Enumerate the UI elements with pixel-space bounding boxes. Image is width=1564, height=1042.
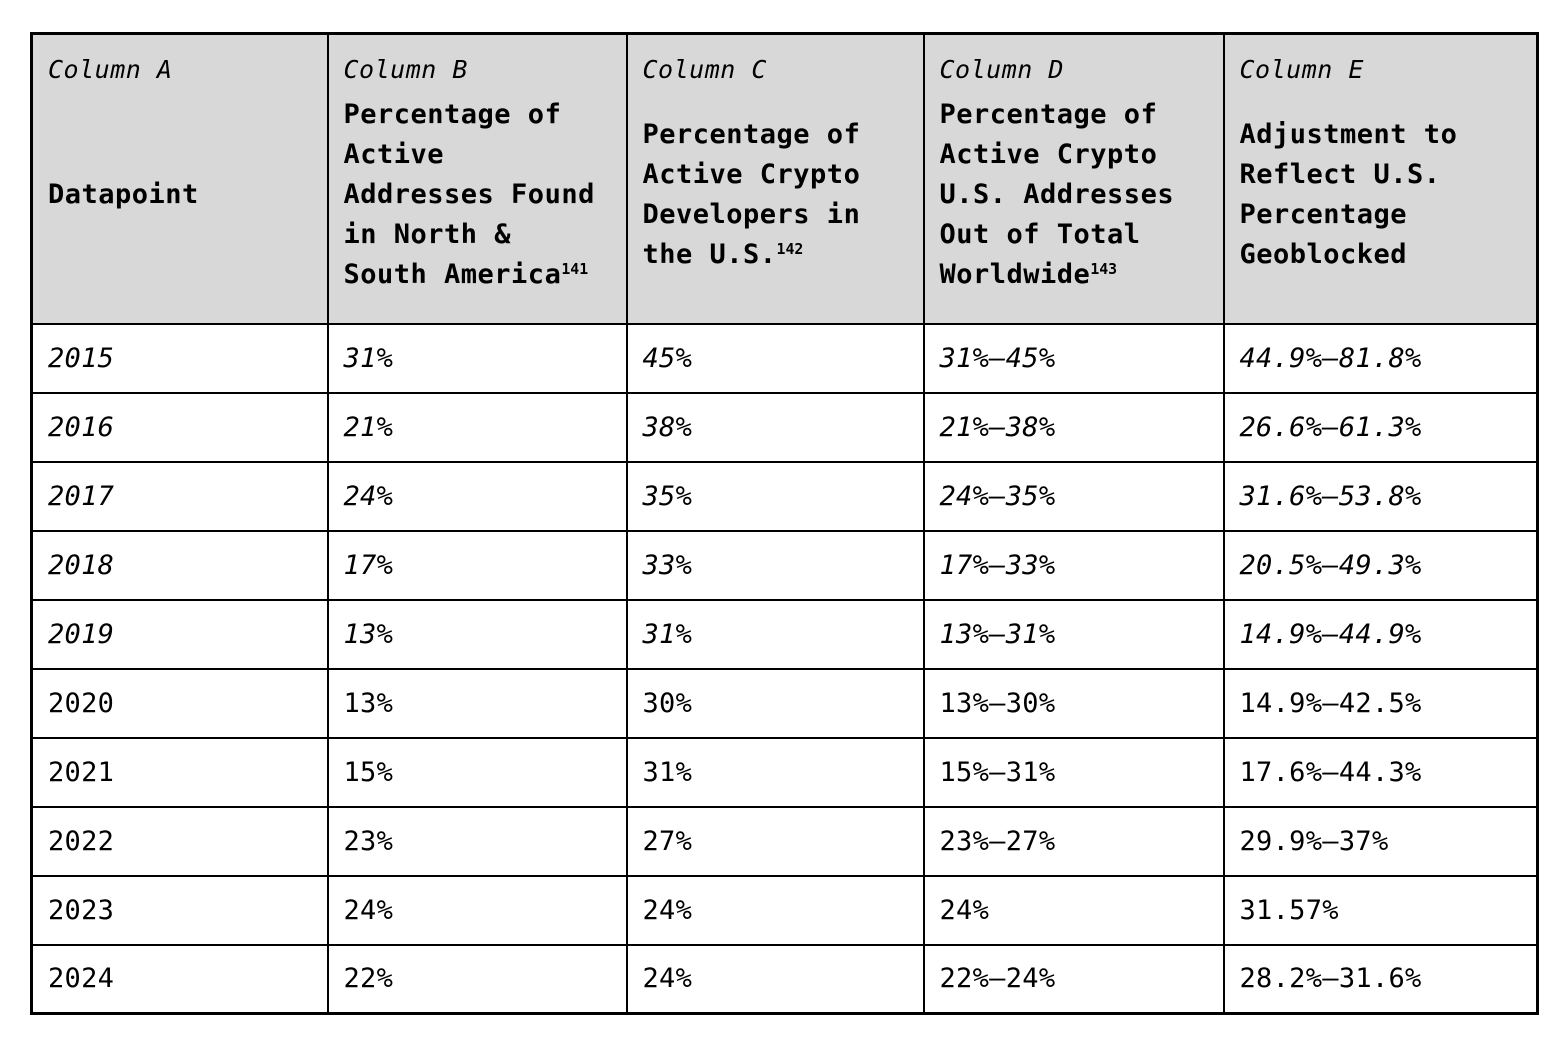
column-c-title: Percentage of Active Crypto Developers i… — [642, 119, 861, 271]
value-cell-c: 31% — [625, 736, 925, 808]
table-row-2019: 2019 13% 31% 13%–31% 14.9%–44.9% — [30, 598, 1539, 670]
header-cell-column-b: Column B Percentage of Active Addresses … — [326, 32, 628, 325]
value-cell-e: 17.6%–44.3% — [1222, 736, 1539, 808]
table-row-2023: 2023 24% 24% 24% 31.57% — [30, 874, 1539, 946]
value-cell-b: 24% — [326, 874, 628, 946]
value-cell-c: 45% — [625, 322, 925, 394]
value-cell-b: 13% — [326, 598, 628, 670]
value-cell-c: 35% — [625, 460, 925, 532]
value-cell-c: 33% — [625, 529, 925, 601]
value-cell-d: 24%–35% — [922, 460, 1225, 532]
column-e-title: Adjustment to Reflect U.S. Percentage Ge… — [1239, 119, 1458, 271]
page-body: Column A Datapoint Column B Percentage o… — [30, 32, 1539, 1015]
value-cell-c: 24% — [625, 874, 925, 946]
header-cell-column-a: Column A Datapoint — [30, 32, 329, 325]
value-cell-b: 22% — [326, 943, 628, 1015]
value-cell-c: 38% — [625, 391, 925, 463]
value-cell-d: 17%–33% — [922, 529, 1225, 601]
table-row-2015: 2015 31% 45% 31%–45% 44.9%–81.8% — [30, 322, 1539, 394]
table-row-2022: 2022 23% 27% 23%–27% 29.9%–37% — [30, 805, 1539, 877]
value-cell-e: 44.9%–81.8% — [1222, 322, 1539, 394]
value-cell-d: 15%–31% — [922, 736, 1225, 808]
column-a-label: Column A — [48, 55, 173, 84]
header-cell-column-c: Column C Percentage of Active Crypto Dev… — [625, 32, 925, 325]
value-cell-e: 31.57% — [1222, 874, 1539, 946]
header-row: Column A Datapoint Column B Percentage o… — [30, 32, 1539, 325]
table-row-2024: 2024 22% 24% 22%–24% 28.2%–31.6% — [30, 943, 1539, 1015]
value-cell-d: 21%–38% — [922, 391, 1225, 463]
column-d-title: Percentage of Active Crypto U.S. Address… — [939, 99, 1175, 291]
year-cell: 2019 — [30, 598, 329, 670]
value-cell-b: 24% — [326, 460, 628, 532]
crypto-us-percentage-table: Column A Datapoint Column B Percentage o… — [30, 32, 1539, 1015]
year-cell: 2021 — [30, 736, 329, 808]
year-cell: 2016 — [30, 391, 329, 463]
column-c-label: Column C — [642, 55, 767, 84]
value-cell-b: 15% — [326, 736, 628, 808]
value-cell-b: 17% — [326, 529, 628, 601]
value-cell-d: 24% — [922, 874, 1225, 946]
value-cell-e: 14.9%–44.9% — [1222, 598, 1539, 670]
value-cell-c: 30% — [625, 667, 925, 739]
value-cell-c: 27% — [625, 805, 925, 877]
table-row-2018: 2018 17% 33% 17%–33% 20.5%–49.3% — [30, 529, 1539, 601]
year-cell: 2017 — [30, 460, 329, 532]
value-cell-c: 24% — [625, 943, 925, 1015]
header-cell-column-e: Column E Adjustment to Reflect U.S. Perc… — [1222, 32, 1539, 325]
column-a-title: Datapoint — [48, 179, 199, 211]
column-b-title: Percentage of Active Addresses Found in … — [343, 99, 595, 291]
value-cell-e: 28.2%–31.6% — [1222, 943, 1539, 1015]
value-cell-e: 31.6%–53.8% — [1222, 460, 1539, 532]
column-b-label: Column B — [343, 55, 468, 84]
year-cell: 2020 — [30, 667, 329, 739]
value-cell-d: 13%–30% — [922, 667, 1225, 739]
value-cell-d: 22%–24% — [922, 943, 1225, 1015]
year-cell: 2023 — [30, 874, 329, 946]
column-d-footnote: 143 — [1090, 260, 1118, 279]
year-cell: 2022 — [30, 805, 329, 877]
value-cell-e: 14.9%–42.5% — [1222, 667, 1539, 739]
value-cell-b: 23% — [326, 805, 628, 877]
value-cell-d: 23%–27% — [922, 805, 1225, 877]
table-row-2021: 2021 15% 31% 15%–31% 17.6%–44.3% — [30, 736, 1539, 808]
value-cell-e: 29.9%–37% — [1222, 805, 1539, 877]
column-e-label: Column E — [1239, 55, 1364, 84]
value-cell-b: 31% — [326, 322, 628, 394]
table-row-2017: 2017 24% 35% 24%–35% 31.6%–53.8% — [30, 460, 1539, 532]
value-cell-c: 31% — [625, 598, 925, 670]
table-body: 2015 31% 45% 31%–45% 44.9%–81.8% 2016 21… — [30, 322, 1539, 1015]
value-cell-b: 13% — [326, 667, 628, 739]
value-cell-e: 26.6%–61.3% — [1222, 391, 1539, 463]
value-cell-b: 21% — [326, 391, 628, 463]
table-row-2020: 2020 13% 30% 13%–30% 14.9%–42.5% — [30, 667, 1539, 739]
value-cell-d: 31%–45% — [922, 322, 1225, 394]
year-cell: 2024 — [30, 943, 329, 1015]
year-cell: 2018 — [30, 529, 329, 601]
header-cell-column-d: Column D Percentage of Active Crypto U.S… — [922, 32, 1225, 325]
column-d-label: Column D — [939, 55, 1064, 84]
value-cell-e: 20.5%–49.3% — [1222, 529, 1539, 601]
year-cell: 2015 — [30, 322, 329, 394]
table-row-2016: 2016 21% 38% 21%–38% 26.6%–61.3% — [30, 391, 1539, 463]
value-cell-d: 13%–31% — [922, 598, 1225, 670]
table-header: Column A Datapoint Column B Percentage o… — [30, 32, 1539, 325]
column-b-footnote: 141 — [561, 260, 589, 279]
column-c-footnote: 142 — [776, 240, 804, 259]
